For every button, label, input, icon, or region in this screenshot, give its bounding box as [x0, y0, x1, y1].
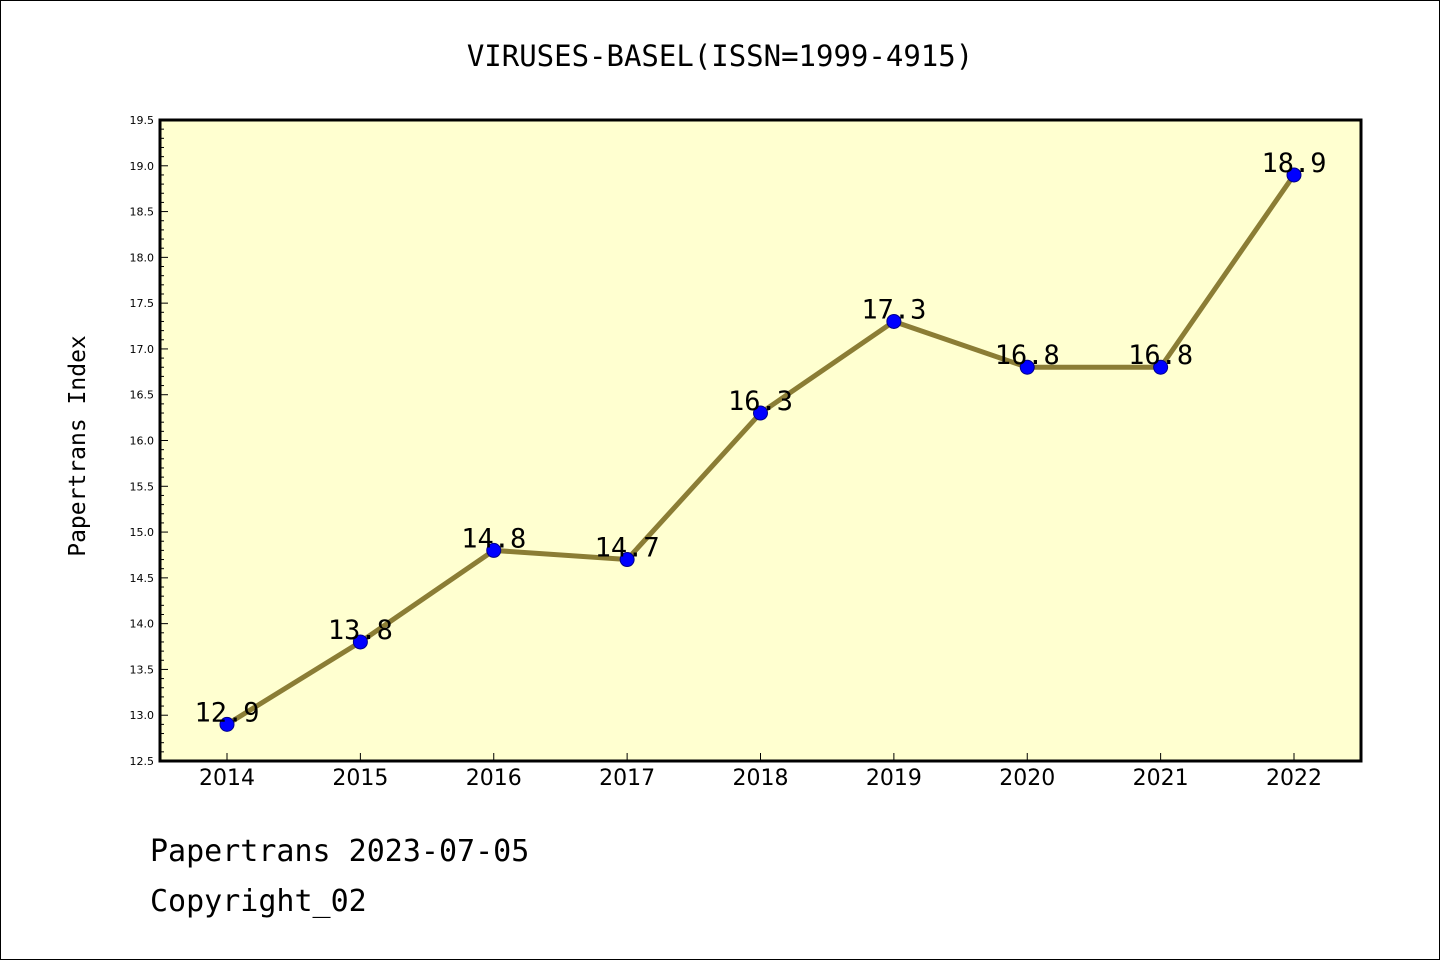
x-axis: 2014 2015 2016 2017 2018 2019 2020 2021 2022 [199, 753, 1322, 791]
y-axis-label: Papertrans Index [65, 335, 91, 557]
x-tick-label: 2022 [1266, 766, 1322, 791]
x-tick-label: 2014 [199, 766, 255, 791]
data-point [1153, 359, 1169, 375]
chart-title: VIRUSES-BASEL(ISSN=1999-4915) [467, 39, 973, 73]
data-labels: 12.9 13.8 14.8 14.7 16.3 17.3 16.8 16.8 18.9 [194, 148, 1326, 728]
data-label: 17.3 [861, 294, 926, 325]
footer-date-line: Papertrans 2023-07-05 [150, 834, 530, 869]
y-axis: 12.5 13.0 13.5 14.0 14.5 15.0 15.5 16.0 16.5 17.0… [130, 114, 168, 768]
y-tick-label: 16.0 [130, 435, 155, 448]
y-tick-label: 15.5 [130, 480, 155, 493]
x-tick-label: 2021 [1133, 766, 1189, 791]
data-point [753, 405, 768, 421]
data-point [619, 552, 635, 568]
y-tick-label: 13.0 [130, 709, 155, 722]
data-point [486, 542, 502, 558]
data-label: 16.8 [995, 340, 1060, 371]
data-point [219, 716, 235, 732]
y-tick-label: 16.5 [130, 389, 155, 402]
y-tick-label: 17.0 [130, 343, 155, 356]
plot-border [158, 118, 1363, 763]
y-tick-label: 14.0 [130, 618, 155, 631]
y-tick-label: 18.0 [130, 251, 155, 264]
data-point [352, 634, 368, 650]
data-label: 16.3 [728, 386, 793, 417]
x-tick-label: 2019 [866, 766, 922, 791]
data-label: 14.8 [461, 523, 526, 554]
x-tick-label: 2016 [466, 766, 522, 791]
data-label: 16.8 [1128, 340, 1193, 371]
data-point [1019, 359, 1035, 375]
data-label: 18.9 [1261, 148, 1326, 179]
data-point [886, 313, 902, 329]
y-tick-label: 19.5 [130, 114, 155, 127]
data-point [1286, 167, 1302, 183]
y-tick-label: 13.5 [130, 663, 155, 676]
x-tick-label: 2017 [599, 766, 655, 791]
y-tick-label: 12.5 [130, 755, 155, 768]
x-tick-label: 2015 [332, 766, 388, 791]
data-markers [219, 167, 1302, 732]
plot-area [160, 120, 1361, 761]
y-tick-label: 18.5 [130, 206, 155, 219]
x-tick-label: 2018 [733, 766, 789, 791]
data-label: 14.7 [595, 533, 660, 564]
data-label: 13.8 [328, 615, 393, 646]
y-tick-label: 17.5 [130, 297, 155, 310]
y-tick-label: 19.0 [130, 160, 155, 173]
footer-copyright: Copyright_02 [150, 884, 367, 919]
x-tick-label: 2020 [999, 766, 1055, 791]
y-tick-label: 14.5 [130, 572, 155, 585]
y-tick-label: 15.0 [130, 526, 155, 539]
data-label: 12.9 [194, 697, 259, 728]
